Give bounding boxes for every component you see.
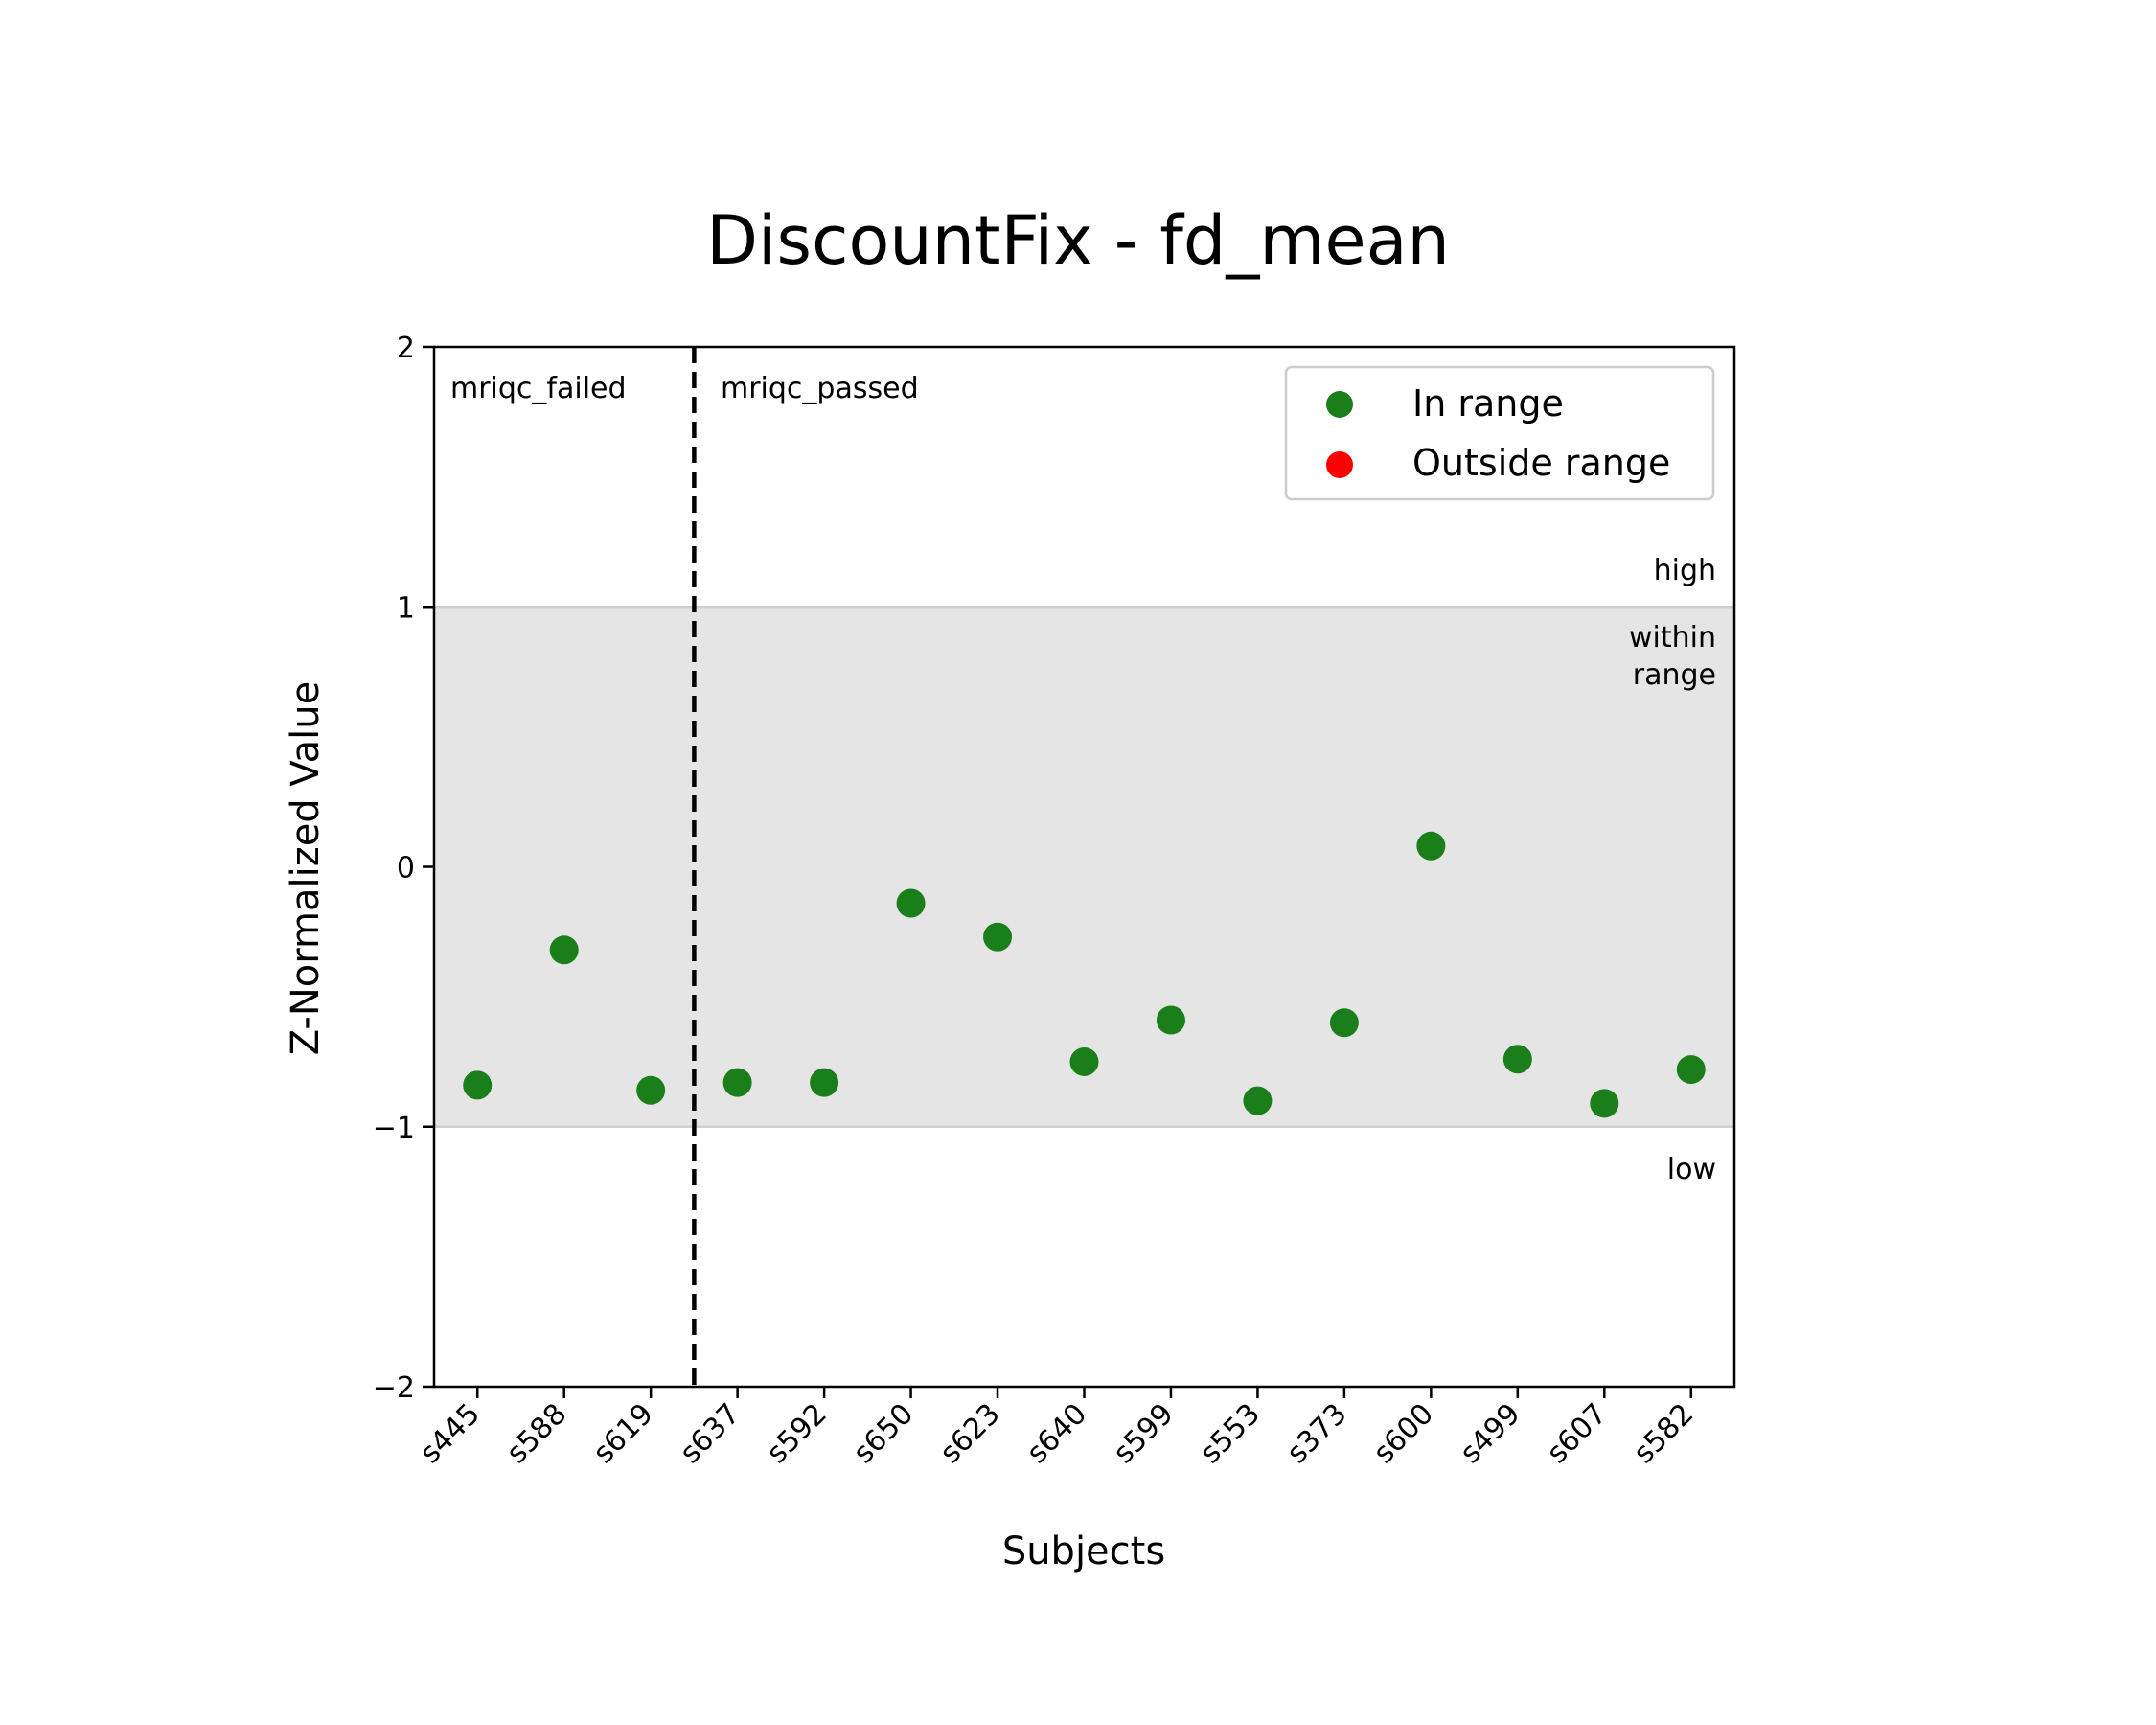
- data-point-s599: [1156, 1005, 1185, 1035]
- data-point-s640: [1069, 1046, 1099, 1076]
- data-point-s582: [1676, 1055, 1706, 1085]
- data-point-s553: [1243, 1086, 1273, 1116]
- zone-label-low: low: [1667, 1153, 1716, 1186]
- legend-marker-outside-range: [1326, 451, 1353, 478]
- data-point-s600: [1416, 831, 1446, 861]
- data-point-s619: [636, 1075, 666, 1105]
- chart-title: DiscountFix - fd_mean: [706, 201, 1450, 280]
- group-label-passed: mriqc_passed: [721, 372, 919, 405]
- y-axis-label: Z-Normalized Value: [284, 681, 328, 1056]
- group-label-failed: mriqc_failed: [450, 372, 627, 405]
- data-point-s623: [983, 922, 1013, 952]
- data-point-s592: [810, 1068, 839, 1097]
- zone-label-high: high: [1654, 554, 1716, 587]
- y-axis-ticks: 2 1 0 −1 −2: [373, 332, 434, 1405]
- y-tick-label: 1: [397, 591, 415, 625]
- data-point-s499: [1502, 1045, 1532, 1074]
- data-point-s445: [463, 1070, 493, 1100]
- legend-label-outside-range: Outside range: [1412, 442, 1670, 484]
- data-point-s607: [1590, 1089, 1619, 1118]
- data-point-s373: [1329, 1008, 1359, 1038]
- within-range-band: [434, 607, 1734, 1127]
- data-points: [463, 831, 1706, 1118]
- y-tick-label: −1: [373, 1112, 415, 1145]
- data-point-s650: [896, 888, 926, 918]
- zone-label-within: within: [1629, 621, 1716, 655]
- x-axis-label: Subjects: [1002, 1530, 1165, 1574]
- legend-label-in-range: In range: [1412, 382, 1564, 425]
- plot-area: [432, 345, 1736, 1389]
- y-tick-label: 2: [397, 332, 415, 365]
- legend-marker-in-range: [1326, 391, 1353, 418]
- y-tick-label: 0: [397, 852, 415, 886]
- y-tick-label: −2: [373, 1371, 415, 1405]
- legend-box: [1284, 365, 1715, 501]
- legend: In range Outside range: [1284, 365, 1715, 501]
- zone-label-range: range: [1633, 658, 1716, 692]
- data-point-s637: [722, 1068, 752, 1097]
- data-point-s588: [549, 935, 579, 965]
